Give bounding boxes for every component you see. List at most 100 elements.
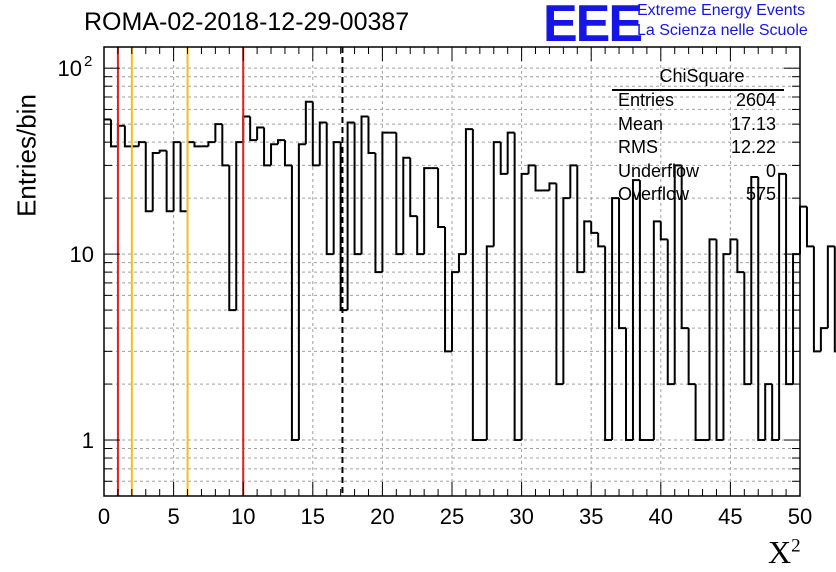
histogram-bin [256, 126, 265, 141]
histogram-bin [249, 116, 258, 142]
histogram-bin [277, 139, 285, 145]
histogram-bin [416, 216, 425, 256]
x-tick-label: 5 [167, 504, 179, 529]
histogram-bin [513, 132, 522, 442]
x-axis-label-text: X [768, 534, 792, 570]
histogram-bin [618, 198, 626, 330]
histogram-bin [499, 142, 508, 175]
histogram-bin [590, 221, 599, 234]
histogram-bin [597, 232, 606, 248]
histogram-bin [221, 124, 230, 167]
stats-divider [612, 89, 784, 91]
histogram-bin [534, 165, 543, 192]
histogram-bin [631, 179, 640, 441]
histogram-bin [485, 245, 494, 441]
histogram-bin [736, 239, 745, 274]
x-tick-label: 45 [718, 504, 742, 529]
x-tick-label: 20 [370, 504, 394, 529]
stats-value: 0 [765, 160, 776, 181]
histogram-bin [743, 272, 752, 386]
y-tick-label: 10 [58, 56, 82, 81]
histogram-bin [506, 131, 515, 174]
histogram-bin [492, 141, 501, 247]
histogram-bin [625, 328, 633, 442]
histogram-bin [367, 116, 376, 154]
histogram-bin [116, 124, 125, 147]
histogram-bin [381, 131, 390, 273]
histogram-bin [792, 253, 800, 385]
histogram-bin [778, 172, 787, 441]
histogram-bin [172, 141, 181, 212]
histogram-bin [346, 121, 355, 311]
histogram-bin [311, 101, 320, 167]
histogram-bin [290, 165, 299, 442]
histogram-bin [158, 149, 167, 153]
histogram-bin [464, 128, 473, 255]
histogram-bin [715, 239, 724, 442]
histogram-bin [123, 125, 132, 148]
plot-title: ROMA-02-2018-12-29-00387 [84, 8, 410, 36]
histogram-bin [652, 220, 661, 441]
histogram-bin [242, 115, 251, 143]
histogram-bin [109, 119, 118, 148]
histogram-bin [304, 100, 313, 145]
stats-key: Mean [618, 113, 664, 134]
stats-row-overflow: Overflow 575 [608, 184, 776, 208]
histogram-bin [548, 182, 557, 191]
histogram-bin [771, 384, 780, 442]
histogram-bin [437, 168, 446, 228]
histogram-bin [228, 165, 237, 312]
histogram-bin [186, 141, 195, 212]
histogram-bin [555, 183, 564, 386]
y-tick-label: 1 [82, 428, 94, 453]
stats-key: RMS [618, 137, 658, 157]
histogram-bin [263, 127, 272, 167]
histogram-bin [826, 245, 835, 329]
stats-box: ChiSquare Entries 2604 Mean 17.13 RMS 12.22… [608, 66, 784, 208]
histogram-bin [179, 142, 188, 213]
stats-row-entries: Entries 2604 [608, 90, 776, 114]
stats-key: Overflow [618, 184, 690, 204]
histogram-bin [457, 253, 466, 273]
histogram-bin [638, 180, 647, 442]
histogram-bin [757, 176, 766, 442]
x-tick-label: 25 [440, 504, 464, 529]
stats-key: Entries [618, 90, 675, 110]
x-tick-label: 10 [231, 504, 255, 529]
histogram-bin [151, 151, 160, 212]
histogram-bin [165, 150, 174, 213]
histogram-bin [193, 142, 202, 148]
histogram-bin [451, 271, 459, 352]
x-tick-label: 40 [649, 504, 673, 529]
histogram-bin [471, 129, 480, 442]
stats-value: 17.13 [730, 113, 776, 134]
histogram-bin [409, 157, 418, 218]
histogram-bin [604, 246, 613, 442]
histogram-bin [520, 172, 529, 441]
y-tick-label: 10 [70, 242, 94, 267]
histogram-bin [576, 165, 585, 274]
histogram-bin [402, 156, 411, 255]
stats-title: ChiSquare [659, 66, 745, 86]
histogram-bin [353, 122, 362, 256]
y-axis-label: Entries/bin [11, 94, 42, 217]
histogram-bin [325, 122, 334, 256]
histogram-bin [332, 141, 341, 255]
histogram-bin [527, 164, 536, 174]
stats-row-rms: RMS 12.22 [608, 137, 776, 161]
histogram-bin [722, 253, 731, 441]
histogram-bin [687, 328, 696, 386]
histogram-bin [673, 164, 682, 385]
histogram-bin [833, 246, 836, 353]
x-tick-label: 0 [98, 504, 110, 529]
histogram-bin [659, 221, 668, 241]
histogram-bin [785, 173, 794, 386]
logo-line-2: La Scienza nelle Scuole [637, 22, 808, 39]
histogram-bin [444, 226, 452, 353]
histogram-bin [750, 175, 759, 385]
histogram-bin [812, 246, 821, 353]
histogram-bin [708, 238, 717, 441]
histogram-bin [680, 165, 689, 330]
x-tick-label: 15 [301, 504, 325, 529]
histogram-bin [729, 238, 738, 255]
